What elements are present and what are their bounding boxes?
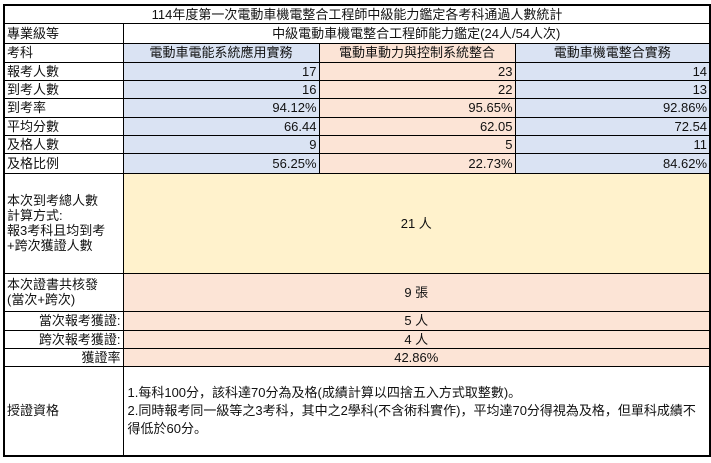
- label-line: 報3考科且均到考: [7, 223, 106, 238]
- cell: 14: [514, 61, 711, 81]
- subject-label: 考科: [3, 42, 124, 63]
- cell: 17: [122, 61, 320, 81]
- table-row: 平均分數 66.44 62.05 72.54: [3, 116, 711, 136]
- table-row: 及格比例 56.25% 22.73% 84.62%: [3, 152, 711, 174]
- total-attendees-value: 21 人: [122, 172, 711, 274]
- label-line: +跨次獲證人數: [7, 238, 93, 253]
- cell: 84.62%: [514, 152, 711, 174]
- qualification-text: 1.每科100分，該科達70分為及格(成績計算以四捨五入方式取整數)。 2.同時…: [122, 365, 711, 457]
- cell: 11: [514, 134, 711, 154]
- cell: 22.73%: [318, 152, 516, 174]
- level-value: 中級電動車機電整合工程師能力鑑定(24人/54人次): [122, 22, 711, 44]
- cell: 66.44: [122, 116, 320, 136]
- cert-rate-value: 42.86%: [122, 347, 711, 367]
- cell: 94.12%: [122, 97, 320, 118]
- cross-certified-label: 跨次報考獲證:: [3, 329, 124, 349]
- label-line: 本次證書共核發: [7, 277, 99, 292]
- cell: 22: [318, 79, 516, 99]
- row-label: 到考人數: [3, 79, 124, 99]
- row-label: 到考率: [3, 97, 124, 118]
- cell: 72.54: [514, 116, 711, 136]
- cell: 95.65%: [318, 97, 516, 118]
- label-line: (當次+跨次): [7, 292, 76, 307]
- current-certified-label: 當次報考獲證:: [3, 310, 124, 331]
- row-label: 報考人數: [3, 61, 124, 81]
- cell: 23: [318, 61, 516, 81]
- row-label: 及格人數: [3, 134, 124, 154]
- table-row: 及格人數 9 5 11: [3, 134, 711, 154]
- cell: 16: [122, 79, 320, 99]
- cell: 5: [318, 134, 516, 154]
- label-line: 本次到考總人數: [7, 193, 99, 208]
- row-label: 平均分數: [3, 116, 124, 136]
- subject-header-1: 電動車電能系統應用實務: [122, 42, 320, 63]
- table-row: 報考人數 17 23 14: [3, 61, 711, 81]
- row-label: 及格比例: [3, 152, 124, 174]
- cell: 9: [122, 134, 320, 154]
- cell: 56.25%: [122, 152, 320, 174]
- cell: 13: [514, 79, 711, 99]
- certificates-label: 本次證書共核發 (當次+跨次): [3, 272, 124, 312]
- qualification-line: 2.同時報考同一級等之3考科，其中之2學科(不含術科實作)，平均達70分得視為及…: [127, 402, 696, 436]
- cross-certified-value: 4 人: [122, 329, 711, 349]
- current-certified-value: 5 人: [122, 310, 711, 331]
- statistics-table: 114年度第一次電動車機電整合工程師中級能力鑑定各考科通過人數統計 專業級等 中…: [3, 4, 711, 457]
- subject-header-3: 電動車機電整合實務: [514, 42, 711, 63]
- table-row: 到考率 94.12% 95.65% 92.86%: [3, 97, 711, 118]
- cell: 62.05: [318, 116, 516, 136]
- qualification-label: 授證資格: [3, 365, 124, 457]
- table-title: 114年度第一次電動車機電整合工程師中級能力鑑定各考科通過人數統計: [3, 4, 711, 24]
- cert-rate-label: 獲證率: [3, 347, 124, 367]
- table-row: 到考人數 16 22 13: [3, 79, 711, 99]
- total-attendees-label: 本次到考總人數 計算方式: 報3考科且均到考 +跨次獲證人數: [3, 172, 124, 274]
- label-line: 計算方式:: [7, 208, 63, 223]
- subject-header-2: 電動車動力與控制系統整合: [318, 42, 516, 63]
- qualification-line: 1.每科100分，該科達70分為及格(成績計算以四捨五入方式取整數)。: [127, 384, 522, 400]
- certificates-value: 9 張: [122, 272, 711, 312]
- cell: 92.86%: [514, 97, 711, 118]
- level-label: 專業級等: [3, 22, 124, 44]
